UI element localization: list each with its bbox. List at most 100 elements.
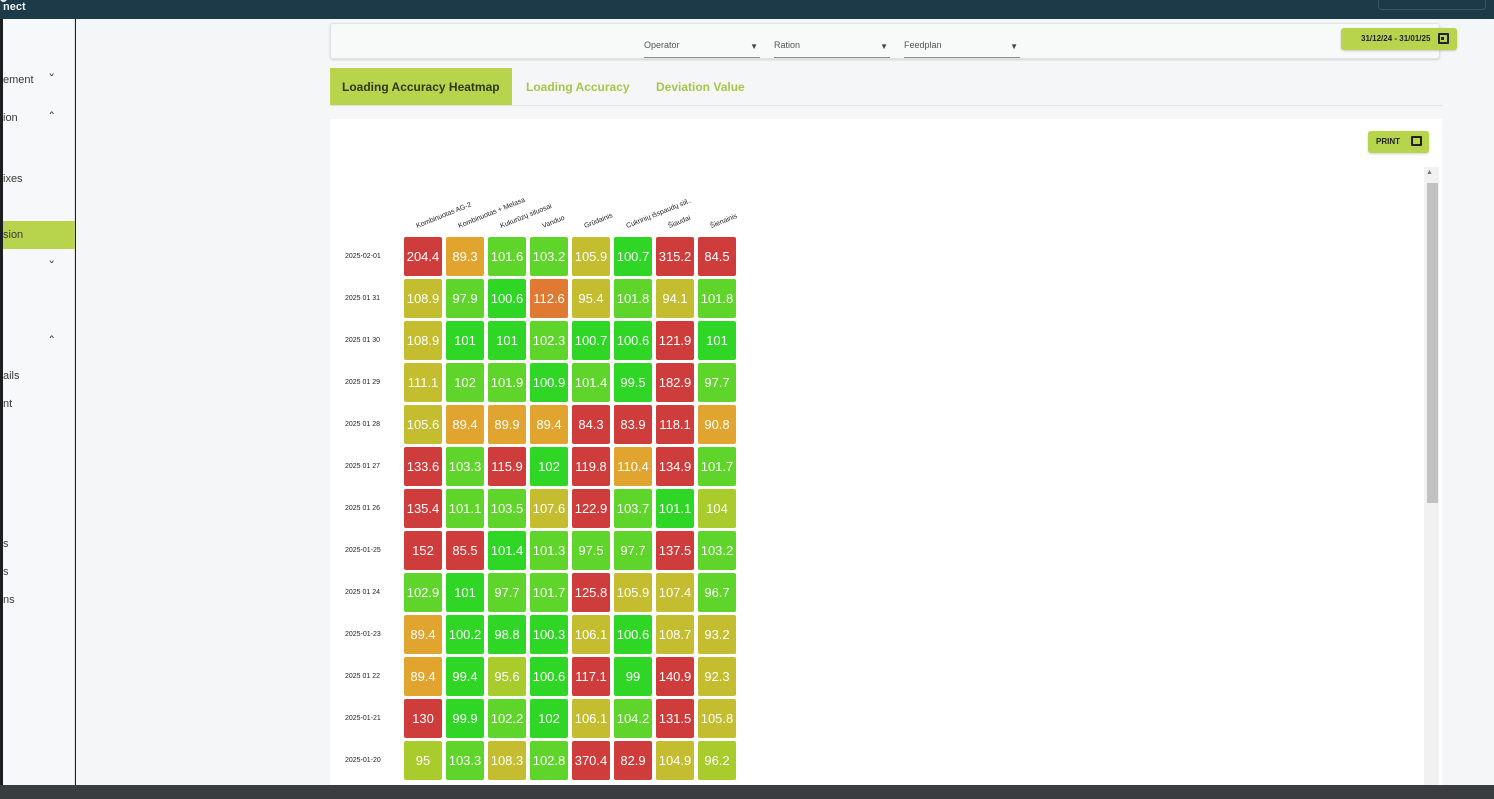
heatmap-cell[interactable]: 108.9 — [404, 321, 442, 360]
heatmap-cell[interactable]: 117.1 — [572, 657, 610, 696]
print-button[interactable]: PRINT — [1368, 131, 1429, 153]
sidebar-item-mixes[interactable]: ixes — [3, 173, 23, 185]
chevron-down-icon[interactable]: ˅ — [48, 72, 56, 85]
heatmap-cell[interactable]: 101.1 — [656, 489, 694, 528]
heatmap-cell[interactable]: 89.4 — [404, 657, 442, 696]
heatmap-cell[interactable]: 85.5 — [446, 531, 484, 570]
heatmap-cell[interactable]: 182.9 — [656, 363, 694, 402]
tab-deviation-value[interactable]: Deviation Value — [656, 80, 745, 94]
heatmap-cell[interactable]: 102.9 — [404, 573, 442, 612]
heatmap-cell[interactable]: 96.2 — [698, 741, 736, 780]
heatmap-cell[interactable]: 89.4 — [530, 405, 568, 444]
heatmap-cell[interactable]: 100.7 — [572, 321, 610, 360]
ration-select[interactable]: Ration ▼ — [774, 40, 890, 58]
heatmap-cell[interactable]: 103.3 — [446, 447, 484, 486]
heatmap-cell[interactable]: 125.8 — [572, 573, 610, 612]
heatmap-cell[interactable]: 104.9 — [656, 741, 694, 780]
heatmap-cell[interactable]: 99 — [614, 657, 652, 696]
heatmap-cell[interactable]: 101.8 — [614, 279, 652, 318]
heatmap-cell[interactable]: 97.7 — [488, 573, 526, 612]
heatmap-cell[interactable]: 106.1 — [572, 699, 610, 738]
heatmap-cell[interactable]: 102.8 — [530, 741, 568, 780]
heatmap-cell[interactable]: 102 — [530, 699, 568, 738]
heatmap-cell[interactable]: 84.3 — [572, 405, 610, 444]
heatmap-cell[interactable]: 101.7 — [698, 447, 736, 486]
heatmap-cell[interactable]: 103.7 — [614, 489, 652, 528]
sidebar-item-details[interactable]: ails — [3, 370, 20, 382]
heatmap-cell[interactable]: 101 — [446, 321, 484, 360]
heatmap-cell[interactable]: 108.7 — [656, 615, 694, 654]
heatmap-cell[interactable]: 370.4 — [572, 741, 610, 780]
heatmap-cell[interactable]: 99.9 — [446, 699, 484, 738]
heatmap-cell[interactable]: 106.1 — [572, 615, 610, 654]
heatmap-cell[interactable]: 101.4 — [572, 363, 610, 402]
heatmap-cell[interactable]: 101.6 — [488, 237, 526, 276]
heatmap-cell[interactable]: 101.7 — [530, 573, 568, 612]
heatmap-cell[interactable]: 95 — [404, 741, 442, 780]
heatmap-cell[interactable]: 101.4 — [488, 531, 526, 570]
heatmap-cell[interactable]: 90.8 — [698, 405, 736, 444]
heatmap-cell[interactable]: 104.2 — [614, 699, 652, 738]
heatmap-cell[interactable]: 84.5 — [698, 237, 736, 276]
heatmap-cell[interactable]: 131.5 — [656, 699, 694, 738]
tab-loading-accuracy-heatmap[interactable]: Loading Accuracy Heatmap — [330, 68, 512, 105]
operator-select[interactable]: Operator ▼ — [644, 40, 760, 58]
heatmap-cell[interactable]: 100.6 — [488, 279, 526, 318]
heatmap-cell[interactable]: 100.6 — [614, 321, 652, 360]
heatmap-cell[interactable]: 97.5 — [572, 531, 610, 570]
heatmap-cell[interactable]: 102.2 — [488, 699, 526, 738]
heatmap-cell[interactable]: 105.9 — [572, 237, 610, 276]
heatmap-cell[interactable]: 140.9 — [656, 657, 694, 696]
heatmap-cell[interactable]: 105.9 — [614, 573, 652, 612]
heatmap-cell[interactable]: 98.8 — [488, 615, 526, 654]
heatmap-cell[interactable]: 99.5 — [614, 363, 652, 402]
heatmap-cell[interactable]: 130 — [404, 699, 442, 738]
heatmap-cell[interactable]: 100.7 — [614, 237, 652, 276]
heatmap-cell[interactable]: 100.3 — [530, 615, 568, 654]
sidebar-item-misc-a[interactable]: s — [3, 538, 9, 550]
sidebar-item-misc-b[interactable]: s — [3, 566, 9, 578]
heatmap-cell[interactable]: 204.4 — [404, 237, 442, 276]
heatmap-cell[interactable]: 96.7 — [698, 573, 736, 612]
heatmap-cell[interactable]: 100.2 — [446, 615, 484, 654]
scrollbar-thumb[interactable] — [1427, 183, 1438, 503]
heatmap-cell[interactable]: 103.5 — [488, 489, 526, 528]
heatmap-cell[interactable]: 95.6 — [488, 657, 526, 696]
heatmap-cell[interactable]: 103.3 — [446, 741, 484, 780]
tab-loading-accuracy[interactable]: Loading Accuracy — [526, 80, 630, 94]
heatmap-cell[interactable]: 97.7 — [698, 363, 736, 402]
heatmap-cell[interactable]: 95.4 — [572, 279, 610, 318]
chevron-up-icon[interactable]: ˄ — [48, 110, 56, 123]
heatmap-cell[interactable]: 121.9 — [656, 321, 694, 360]
heatmap-cell[interactable]: 97.9 — [446, 279, 484, 318]
heatmap-cell[interactable]: 89.9 — [488, 405, 526, 444]
sidebar-item-misc-c[interactable]: ns — [3, 594, 15, 606]
heatmap-cell[interactable]: 103.2 — [530, 237, 568, 276]
heatmap-cell[interactable]: 119.8 — [572, 447, 610, 486]
heatmap-cell[interactable]: 108.3 — [488, 741, 526, 780]
scroll-up-arrow-icon[interactable]: ▲ — [1426, 169, 1433, 176]
heatmap-cell[interactable]: 108.9 — [404, 279, 442, 318]
heatmap-cell[interactable]: 101.1 — [446, 489, 484, 528]
heatmap-cell[interactable]: 92.3 — [698, 657, 736, 696]
heatmap-cell[interactable]: 89.4 — [446, 405, 484, 444]
heatmap-cell[interactable]: 100.6 — [614, 615, 652, 654]
heatmap-cell[interactable]: 101.8 — [698, 279, 736, 318]
heatmap-cell[interactable]: 82.9 — [614, 741, 652, 780]
heatmap-cell[interactable]: 115.9 — [488, 447, 526, 486]
heatmap-cell[interactable]: 315.2 — [656, 237, 694, 276]
heatmap-cell[interactable]: 93.2 — [698, 615, 736, 654]
heatmap-cell[interactable]: 102 — [530, 447, 568, 486]
top-right-control[interactable] — [1378, 0, 1486, 10]
date-range-button[interactable]: 31/12/24 - 31/01/25 — [1341, 28, 1457, 50]
heatmap-cell[interactable]: 100.6 — [530, 657, 568, 696]
heatmap-cell[interactable]: 100.9 — [530, 363, 568, 402]
heatmap-cell[interactable]: 97.7 — [614, 531, 652, 570]
chevron-up-icon[interactable]: ˄ — [48, 334, 56, 347]
sidebar-item-management-2[interactable]: nt — [3, 398, 13, 410]
heatmap-cell[interactable]: 83.9 — [614, 405, 652, 444]
heatmap-cell[interactable]: 118.1 — [656, 405, 694, 444]
heatmap-cell[interactable]: 111.1 — [404, 363, 442, 402]
heatmap-cell[interactable]: 133.6 — [404, 447, 442, 486]
heatmap-cell[interactable]: 107.4 — [656, 573, 694, 612]
